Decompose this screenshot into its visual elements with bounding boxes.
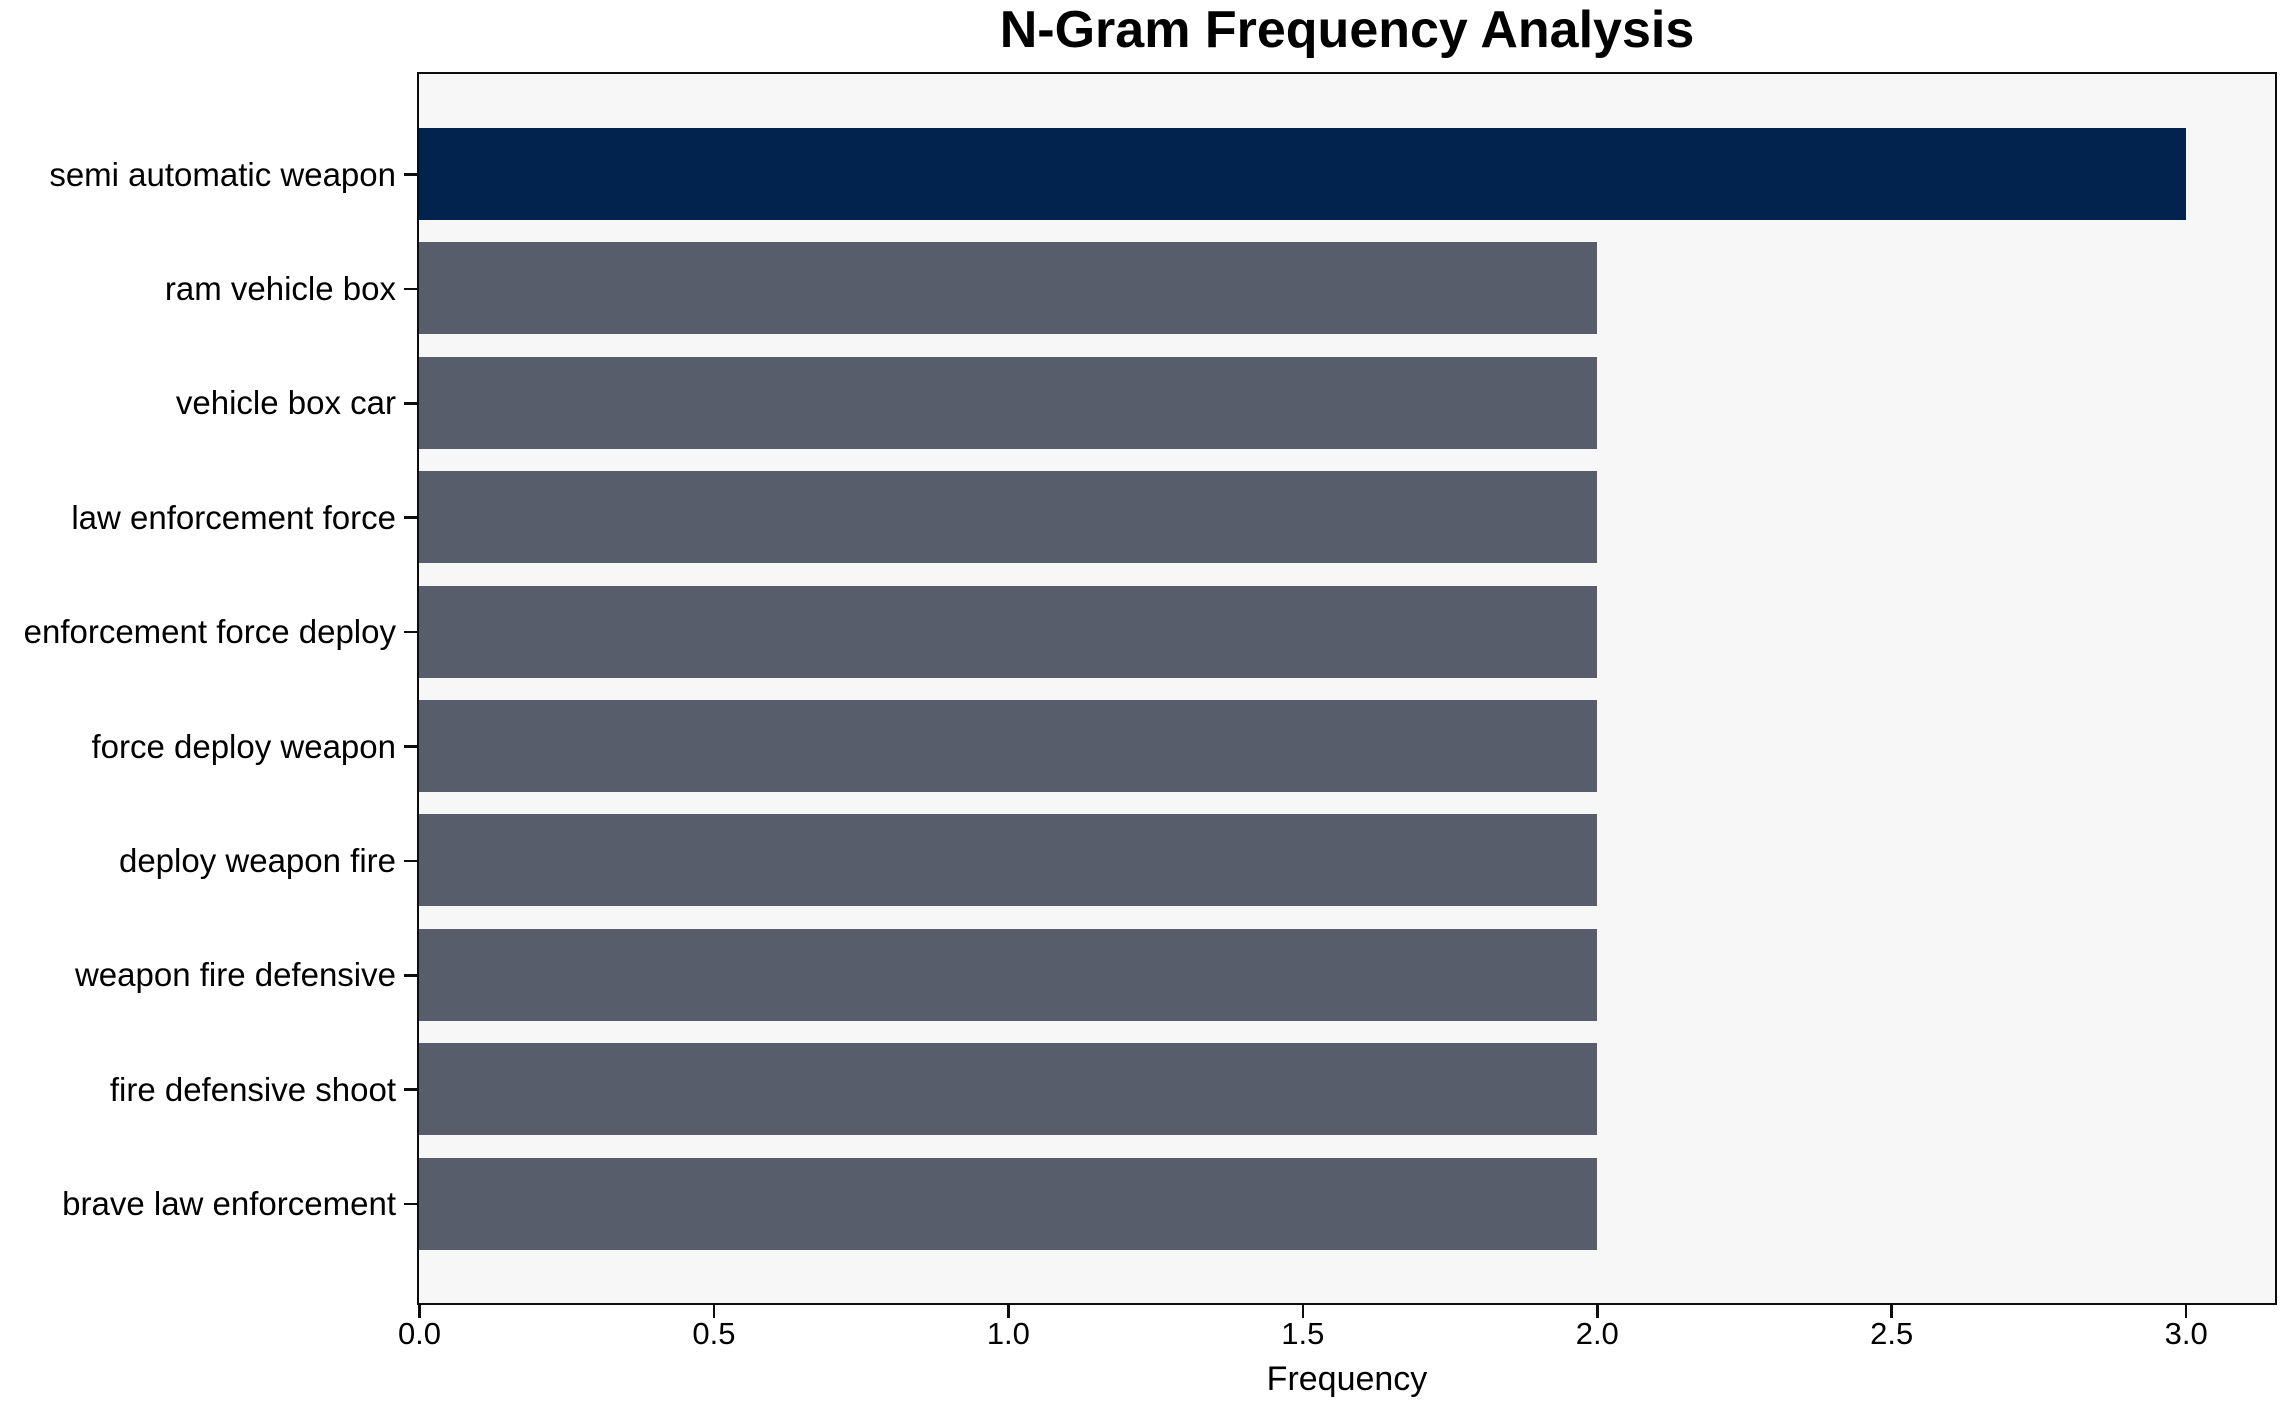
- bar-brave-law-enforcement: [419, 1157, 1597, 1250]
- y-tick-label: force deploy weapon: [91, 727, 396, 765]
- x-tick: [1007, 1305, 1010, 1318]
- chart-title: N-Gram Frequency Analysis: [999, 1, 1695, 59]
- y-tick: [404, 516, 417, 519]
- bar-semi-automatic-weapon: [419, 128, 2186, 220]
- bar-vehicle-box-car: [419, 356, 1597, 449]
- y-tick-label: deploy weapon fire: [118, 841, 396, 879]
- y-tick: [404, 974, 417, 977]
- y-tick-label: weapon fire defensive: [74, 956, 396, 994]
- y-tick-label: ram vehicle box: [164, 269, 396, 307]
- x-axis-title: Frequency: [1266, 1360, 1428, 1398]
- y-tick: [404, 173, 417, 176]
- bar-enforcement-force-deploy: [419, 585, 1597, 678]
- x-tick: [1890, 1305, 1893, 1318]
- bar-weapon-fire-defensive: [419, 928, 1597, 1021]
- y-tick: [404, 745, 417, 748]
- y-tick-label: semi automatic weapon: [49, 155, 396, 193]
- y-tick: [404, 630, 417, 634]
- x-tick: [1596, 1305, 1599, 1318]
- plot-area: [417, 72, 2277, 1305]
- bar-law-enforcement-force: [419, 471, 1597, 564]
- x-tick: [712, 1305, 716, 1318]
- x-tick-label: 1.5: [1281, 1316, 1325, 1351]
- y-tick: [404, 1088, 417, 1091]
- y-tick-label: enforcement force deploy: [23, 613, 396, 651]
- x-tick-label: 0.0: [397, 1316, 442, 1351]
- x-tick: [2184, 1305, 2188, 1318]
- y-tick-label: brave law enforcement: [62, 1185, 396, 1223]
- x-tick-label: 3.0: [2164, 1316, 2208, 1351]
- x-tick-label: 1.0: [986, 1316, 1030, 1351]
- bar-fire-defensive-shoot: [419, 1043, 1597, 1136]
- bar-force-deploy-weapon: [419, 700, 1597, 792]
- y-tick: [404, 402, 417, 405]
- y-tick: [404, 287, 417, 291]
- x-tick: [418, 1305, 421, 1318]
- x-tick-label: 2.0: [1575, 1316, 1619, 1351]
- x-tick-label: 2.5: [1870, 1316, 1914, 1351]
- x-tick: [1301, 1305, 1305, 1318]
- y-tick: [404, 1202, 417, 1206]
- bar-deploy-weapon-fire: [419, 814, 1597, 907]
- y-tick: [404, 859, 417, 863]
- y-tick-label: vehicle box car: [175, 384, 396, 422]
- y-tick-label: fire defensive shoot: [109, 1070, 396, 1108]
- bar-ram-vehicle-box: [419, 242, 1597, 335]
- y-tick-label: law enforcement force: [71, 498, 396, 536]
- x-tick-label: 0.5: [692, 1316, 736, 1351]
